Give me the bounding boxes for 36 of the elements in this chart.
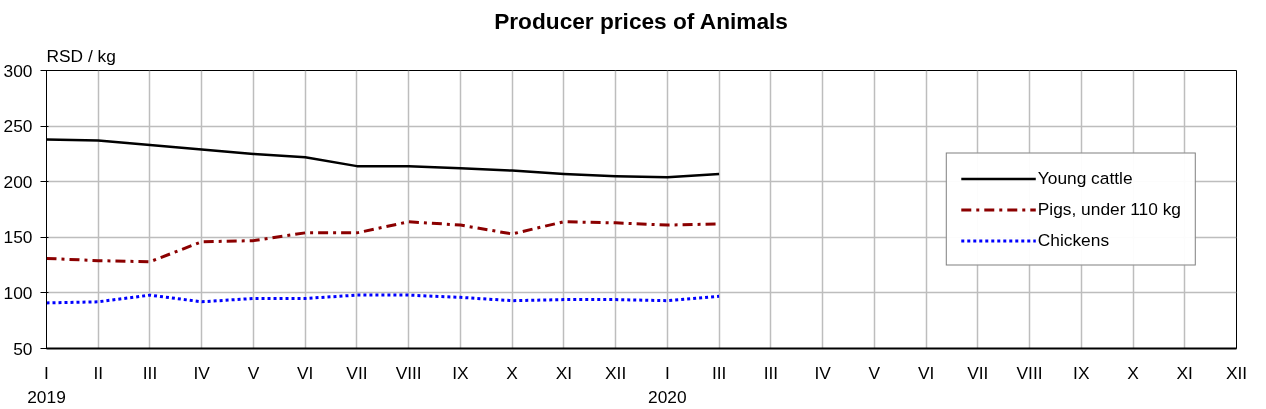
x-tick-label: XI [1176,362,1193,383]
x-tick-label: XII [605,362,627,383]
x-tick-label: III [142,362,158,383]
x-tick-label: VI [297,362,314,383]
x-tick-label: VIII [395,362,422,383]
x-tick-label: V [247,362,260,383]
x-tick-label: IV [814,362,832,383]
x-tick-label: X [1127,362,1140,383]
line-series [46,293,721,305]
y-tick-label: 50 [13,338,33,359]
x-tick-label: VIII [1016,362,1043,383]
x-tick-label: V [868,362,881,383]
x-tick-label: VI [917,362,935,383]
y-tick-label: 100 [3,282,33,303]
x-tick-label: III [763,362,779,383]
legend-label: Young cattle [1037,167,1133,189]
x-tick-label: IV [193,362,211,383]
y-axis-title: RSD / kg [46,45,116,66]
y-tick-label: 300 [3,60,33,81]
y-tick-label: 250 [3,116,33,137]
y-tick-label: 200 [3,171,33,192]
legend-label: Pigs, under 110 kg [1037,198,1181,220]
x-tick-label: I 2019 [27,362,66,407]
x-tick-label: III [711,362,727,383]
x-tick-label: XII [1225,362,1248,383]
x-tick-label: VII [346,362,368,383]
x-tick-label: II [93,362,104,383]
y-tick-label: 150 [3,227,33,248]
legend-label: Chickens [1037,229,1110,251]
x-tick-label: X [506,362,519,383]
x-tick-label: VII [967,362,989,383]
chart-title: Producer prices of Animals [494,7,788,34]
x-tick-label: IX [1073,362,1090,383]
x-tick-label: I 2020 [648,362,687,407]
x-tick-label: IX [452,362,470,383]
x-tick-label: XI [555,362,573,383]
